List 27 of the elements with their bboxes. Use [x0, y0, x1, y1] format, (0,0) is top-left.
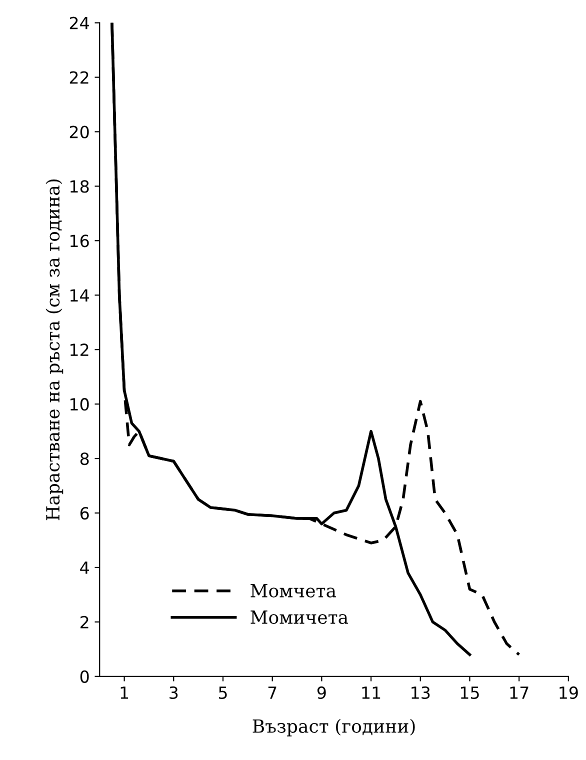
y-tick-label: 22: [70, 71, 88, 84]
x-tick-label: 11: [362, 686, 380, 699]
x-tick-label: 5: [218, 686, 227, 700]
legend-label: Момчета: [250, 584, 336, 598]
y-tick-label: 14: [70, 289, 89, 302]
x-tick-label: 7: [268, 686, 276, 699]
y-tick-label: 6: [80, 506, 89, 520]
x-tick-label: 19: [560, 686, 578, 700]
y-tick-label: 12: [70, 344, 88, 356]
x-tick-label: 3: [170, 686, 178, 700]
y-tick-label: 0: [80, 670, 89, 683]
x-tick-label: 15: [460, 686, 479, 700]
y-tick-label: 2: [80, 616, 88, 628]
y-tick-label: 10: [70, 398, 89, 411]
x-tick-label: 1: [120, 686, 128, 699]
y-tick-label: 20: [70, 126, 89, 138]
y-tick-label: 24: [70, 16, 89, 30]
y-tick-label: 16: [70, 234, 89, 248]
legend-label: Момичета: [250, 610, 348, 624]
y-tick-label: 18: [70, 180, 89, 193]
y-tick-label: 8: [80, 452, 89, 466]
x-tick-label: 17: [510, 686, 528, 699]
x-tick-label: 13: [412, 686, 430, 700]
y-axis-title: Нарастване на ръста (см за година): [46, 179, 64, 520]
x-axis-title: Възраст (години): [252, 718, 415, 736]
x-tick-label: 9: [317, 686, 326, 700]
y-tick-label: 4: [80, 562, 89, 574]
